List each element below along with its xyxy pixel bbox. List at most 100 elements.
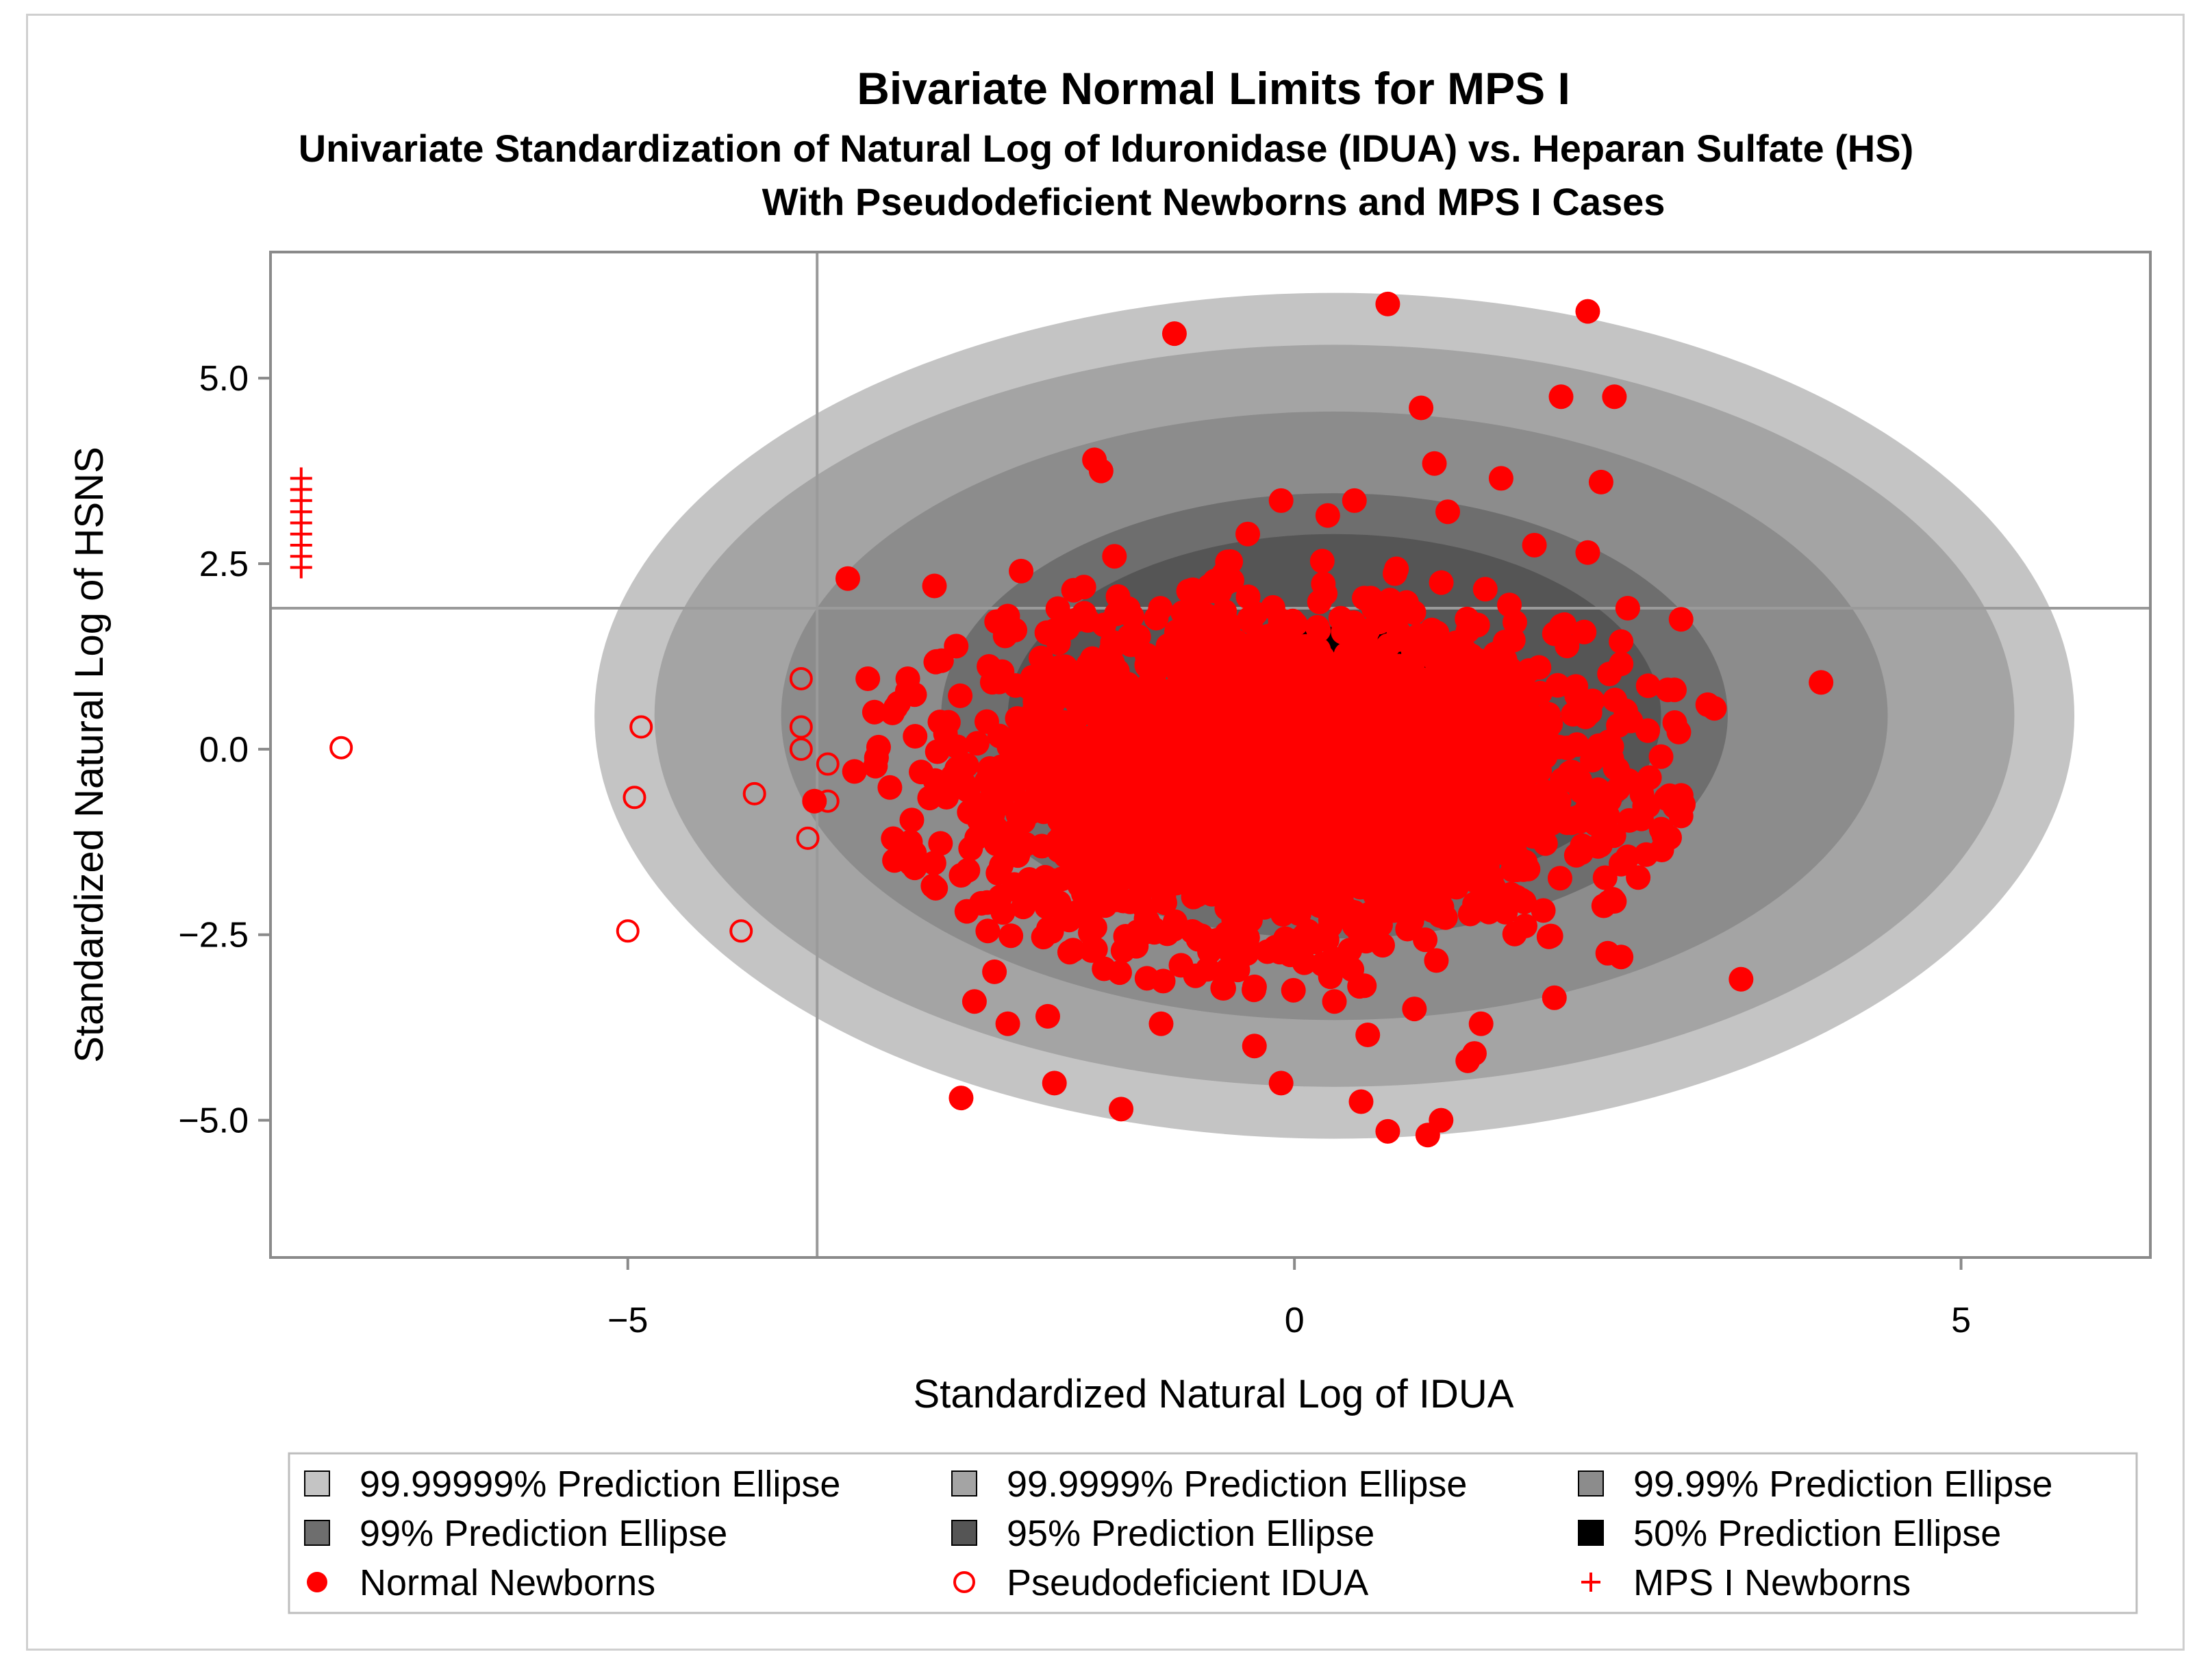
normal-newborn-point — [1035, 1003, 1060, 1029]
normal-newborn-point — [1203, 807, 1228, 832]
normal-newborn-point — [1514, 763, 1539, 788]
plot-border — [269, 251, 2152, 1259]
normal-newborn-point — [1260, 719, 1285, 744]
normal-newborn-point — [1270, 661, 1295, 686]
normal-newborn-point — [1082, 744, 1107, 770]
y-tick-label: 2.5 — [199, 544, 249, 584]
normal-newborn-point — [1119, 603, 1144, 629]
figure-frame — [26, 14, 2185, 1651]
x-tick-label: 0 — [1285, 1301, 1305, 1340]
normal-newborn-point — [1279, 766, 1304, 791]
x-axis-ticks: −5 0 5 — [607, 1257, 1971, 1340]
normal-newborn-point — [1474, 853, 1500, 879]
normal-newborn-point — [1079, 938, 1105, 963]
normal-newborn-point — [1400, 634, 1425, 659]
normal-newborn-point — [1516, 856, 1541, 881]
normal-newborn-point — [1666, 719, 1692, 744]
normal-newborn-point — [1161, 321, 1187, 347]
normal-newborn-point — [1253, 873, 1278, 899]
mps-i-newborn-point — [290, 556, 312, 579]
pseudodeficient-point — [629, 715, 653, 739]
normal-newborn-point — [1626, 865, 1651, 890]
normal-newborn-point — [1268, 488, 1294, 513]
normal-newborn-point — [1011, 797, 1037, 822]
normal-newborn-point — [1409, 395, 1434, 421]
normal-newborn-point — [948, 863, 974, 888]
normal-newborn-point — [1048, 738, 1073, 764]
normal-newborn-point — [1609, 651, 1634, 677]
normal-newborn-point — [1079, 646, 1105, 671]
normal-newborn-point — [1497, 592, 1522, 618]
normal-newborn-point — [1242, 1034, 1267, 1059]
normal-newborn-point — [882, 848, 907, 873]
normal-newborn-point — [1342, 488, 1367, 513]
plot-content — [271, 252, 2150, 1257]
normal-newborn-point — [1295, 662, 1320, 688]
normal-newborn-point — [1547, 866, 1572, 891]
normal-newborn-point — [1435, 679, 1461, 704]
normal-newborn-point — [1650, 818, 1675, 844]
normal-newborn-point — [1237, 694, 1263, 719]
normal-newborn-point — [1022, 737, 1047, 762]
normal-newborn-point — [1042, 618, 1067, 643]
normal-newborn-point — [1531, 898, 1556, 923]
normal-newborn-point — [1259, 752, 1285, 777]
normal-newborn-point — [1105, 658, 1130, 684]
normal-newborn-point — [1138, 773, 1164, 799]
normal-newborn-point — [1427, 903, 1453, 928]
normal-newborn-point — [1330, 859, 1355, 884]
normal-newborn-point — [1242, 977, 1267, 1003]
normal-newborn-point — [1564, 683, 1589, 708]
legend-item: MPS I Newborns — [1581, 1562, 1911, 1603]
normal-newborn-point — [1354, 664, 1379, 690]
normal-newborn-point — [1615, 596, 1640, 621]
normal-newborn-point — [1174, 605, 1200, 631]
normal-newborn-point — [1107, 960, 1132, 986]
normal-newborn-point — [1377, 588, 1403, 613]
normal-newborn-point — [1193, 603, 1218, 628]
normal-newborn-point — [1305, 614, 1330, 640]
legend-swatch — [1578, 1520, 1604, 1546]
normal-newborn-point — [1164, 871, 1189, 896]
normal-newborn-point — [1513, 717, 1538, 742]
normal-newborn-point — [1437, 783, 1463, 808]
legend-label: 99.99% Prediction Ellipse — [1633, 1464, 2052, 1505]
normal-newborn-point — [1152, 890, 1177, 916]
normal-newborn-point — [1060, 800, 1085, 825]
normal-newborn-point — [903, 724, 928, 749]
normal-newborn-point — [1575, 540, 1600, 565]
normal-newborn-point — [1102, 544, 1127, 569]
normal-newborn-point — [1176, 578, 1201, 603]
normal-newborn-point — [1144, 605, 1169, 631]
legend-label: 99% Prediction Ellipse — [360, 1513, 727, 1554]
normal-newborn-point — [1460, 824, 1485, 849]
normal-newborn-point — [1207, 712, 1232, 737]
normal-newborn-point — [1350, 827, 1375, 852]
normal-newborn-point — [1296, 834, 1322, 860]
normal-newborn-point — [1292, 950, 1317, 975]
legend-swatch — [304, 1520, 330, 1546]
normal-newborn-point — [1413, 927, 1438, 953]
normal-newborn-point — [880, 700, 905, 725]
normal-newborn-point — [1595, 803, 1620, 829]
normal-newborn-point — [1332, 716, 1357, 742]
normal-newborn-point — [1360, 713, 1385, 738]
normal-newborn-point — [1542, 621, 1567, 647]
normal-newborn-point — [1064, 608, 1089, 633]
normal-newborn-point — [1481, 874, 1506, 899]
normal-newborn-point — [1661, 677, 1687, 703]
normal-newborn-point — [975, 890, 1000, 915]
x-tick-label: −5 — [607, 1301, 648, 1340]
normal-newborn-point — [1134, 966, 1159, 991]
normal-newborn-point — [1424, 948, 1449, 973]
y-axis-label: Standardized Natural Log of HSNS — [67, 447, 112, 1063]
normal-newborn-point — [1567, 768, 1592, 793]
legend-label: 50% Prediction Ellipse — [1633, 1513, 2001, 1554]
normal-newborn-point — [1122, 922, 1147, 947]
normal-newborn-point — [1602, 384, 1627, 410]
normal-newborn-point — [1455, 1048, 1481, 1073]
y-axis-ticks: 5.0 2.5 0.0 −2.5 −5.0 — [178, 359, 271, 1141]
normal-newborn-point — [927, 710, 953, 735]
y-tick-label: 5.0 — [199, 359, 249, 399]
normal-newborn-point — [1383, 679, 1408, 705]
